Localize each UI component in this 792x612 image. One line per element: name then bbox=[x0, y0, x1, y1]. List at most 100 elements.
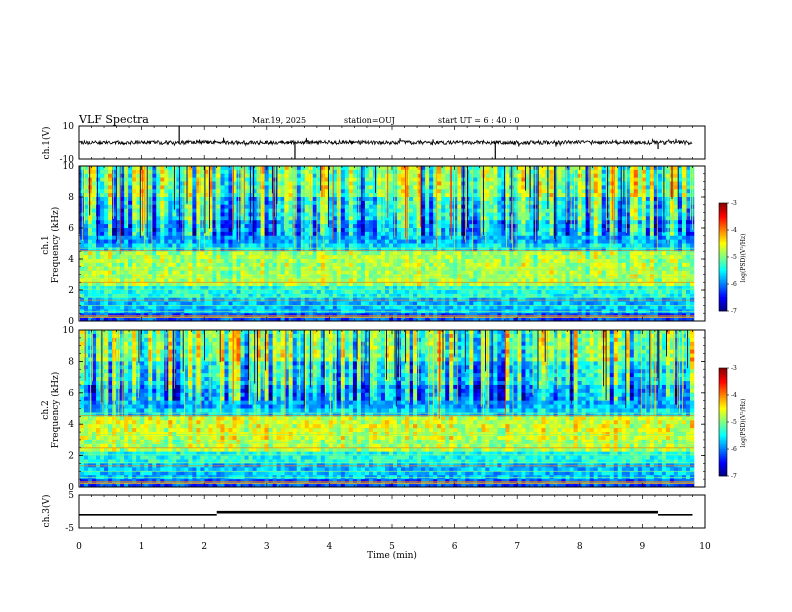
ch1-spec-cell bbox=[553, 247, 558, 252]
ch1-spec-cell bbox=[549, 177, 554, 182]
ch1-spec-cell bbox=[457, 169, 462, 175]
ch1-spec-cell bbox=[617, 259, 623, 264]
ch1-spec-cell bbox=[316, 255, 322, 260]
ch1-spec-cell bbox=[256, 197, 261, 202]
ch1-spec-cell bbox=[308, 247, 314, 252]
ch1-spec-cell bbox=[585, 228, 590, 233]
ch1-spec-cell bbox=[597, 239, 602, 244]
ch1-spec-cell bbox=[144, 208, 149, 213]
ch1-spec-cell bbox=[356, 235, 362, 240]
ch1-spec-cell bbox=[168, 200, 173, 206]
ch1-spec-cell bbox=[421, 216, 426, 221]
ch1-spec-cell bbox=[513, 231, 518, 237]
ch1-spec-cell bbox=[160, 228, 165, 233]
ch1-spec-cell bbox=[316, 173, 322, 178]
ch1-spec-cell bbox=[340, 212, 346, 217]
ch1-spec-cell bbox=[617, 239, 623, 244]
ch1-spec-cell bbox=[148, 185, 153, 190]
ch1-spec-cell bbox=[505, 197, 510, 202]
ch1-spec-cell bbox=[224, 255, 229, 260]
ch1-spec-cell bbox=[457, 204, 462, 209]
ch1-spec-cell bbox=[565, 204, 570, 209]
ch1-spec-cell bbox=[112, 282, 117, 287]
ch1-spec-cell bbox=[409, 193, 414, 198]
ch1-spec-cell bbox=[497, 185, 502, 190]
ch1-spec-cell bbox=[316, 169, 322, 175]
ch1-spec-cell bbox=[657, 247, 663, 252]
ch1-spec-cell bbox=[360, 228, 366, 233]
ch1-spec-cell bbox=[689, 259, 695, 264]
ch1-spec-cell bbox=[212, 231, 217, 237]
ch1-spec-cell bbox=[224, 193, 229, 198]
ch1-spec-cell bbox=[256, 181, 261, 186]
ch1-spec-cell bbox=[332, 235, 338, 240]
ch1-spec-cell bbox=[409, 224, 414, 229]
ch1-spec-cell bbox=[481, 278, 486, 283]
ch1-spec-cell bbox=[505, 177, 510, 182]
ch1-spec-cell bbox=[176, 270, 181, 275]
ch1-spec-cell bbox=[389, 193, 394, 198]
ch1-spec-cell bbox=[284, 235, 289, 240]
ch1-spec-cell bbox=[300, 204, 306, 209]
ch1-spec-cell bbox=[513, 259, 518, 264]
ch1-spec-cell bbox=[577, 185, 582, 190]
ch1-spec-cell bbox=[541, 204, 546, 209]
ch1-spec-cell bbox=[429, 243, 434, 248]
ch1-spec-cell bbox=[244, 208, 249, 213]
ch1-spec-cell bbox=[401, 231, 406, 237]
ch1-spec-cell bbox=[397, 181, 402, 186]
ch1-spec-cell bbox=[284, 255, 289, 260]
ch1-spec-cell bbox=[413, 259, 418, 264]
ch1-spec-cell bbox=[336, 220, 342, 225]
ch1-spec-cell bbox=[180, 231, 185, 237]
ch1-spec-cell bbox=[228, 185, 233, 190]
ch1-spec-cell bbox=[485, 262, 490, 268]
ch1-spec-cell bbox=[296, 251, 302, 256]
ch1-spec-cell bbox=[120, 173, 125, 178]
ch1-spec-cell bbox=[389, 177, 394, 182]
ch1-spec-cell bbox=[401, 200, 406, 206]
ch1-spec-cell bbox=[384, 235, 390, 240]
ch1-spec-cell bbox=[689, 262, 695, 268]
ch1-spec-cell bbox=[180, 247, 185, 252]
ch1-spec-cell bbox=[116, 189, 121, 194]
ch1-spec-cell bbox=[288, 286, 293, 291]
ch1-spec-cell bbox=[437, 262, 442, 268]
ch1-spec-cell bbox=[473, 228, 478, 233]
ch1-spec-cell bbox=[132, 262, 137, 268]
ch1-spec-cell bbox=[308, 185, 314, 190]
ch1-spec-cell bbox=[380, 220, 386, 225]
ch1-spec-cell bbox=[280, 173, 285, 178]
ch1-spec-cell bbox=[120, 251, 125, 256]
ch1-spec-cell bbox=[340, 177, 346, 182]
ch1-spec-cell bbox=[372, 200, 378, 206]
ch1-spec-cell bbox=[549, 259, 554, 264]
ch1-spec-cell bbox=[340, 247, 346, 252]
ch1-spec-cell bbox=[216, 259, 221, 264]
ch1-spec-cell bbox=[477, 286, 482, 291]
ch1-spec-cell bbox=[328, 216, 334, 221]
ch1-spec-cell bbox=[308, 286, 314, 291]
ch1-spec-cell bbox=[465, 282, 470, 287]
ch1-spec-cell bbox=[669, 262, 675, 268]
ch1-spec-cell bbox=[88, 166, 93, 171]
ch1-wave-ytick-label: -10 bbox=[60, 155, 75, 165]
ch1-spec-cell bbox=[473, 169, 478, 175]
ch1-spec-cell bbox=[240, 204, 245, 209]
ch1-spec-cell bbox=[641, 231, 647, 237]
ch1-spec-cell bbox=[437, 181, 442, 186]
ch1-spec-cell bbox=[180, 243, 185, 248]
ch1-spec-cell bbox=[312, 169, 318, 175]
ch1-spec-cell bbox=[621, 235, 627, 240]
ch1-spec-cell bbox=[188, 173, 193, 178]
ch1-spec-cell bbox=[268, 197, 273, 202]
ch1-spec-cell bbox=[537, 270, 542, 275]
ch1-spec-cell bbox=[112, 185, 117, 190]
ch1-spec-cell bbox=[673, 243, 679, 248]
ch1-spec-cell bbox=[200, 270, 205, 275]
ch1-spec-cell bbox=[541, 193, 546, 198]
ch1-spec-cell bbox=[525, 177, 530, 182]
ch1-spec-cell bbox=[497, 259, 502, 264]
ch1-spec-cell bbox=[340, 185, 346, 190]
ch1-spec-cell bbox=[601, 177, 607, 182]
